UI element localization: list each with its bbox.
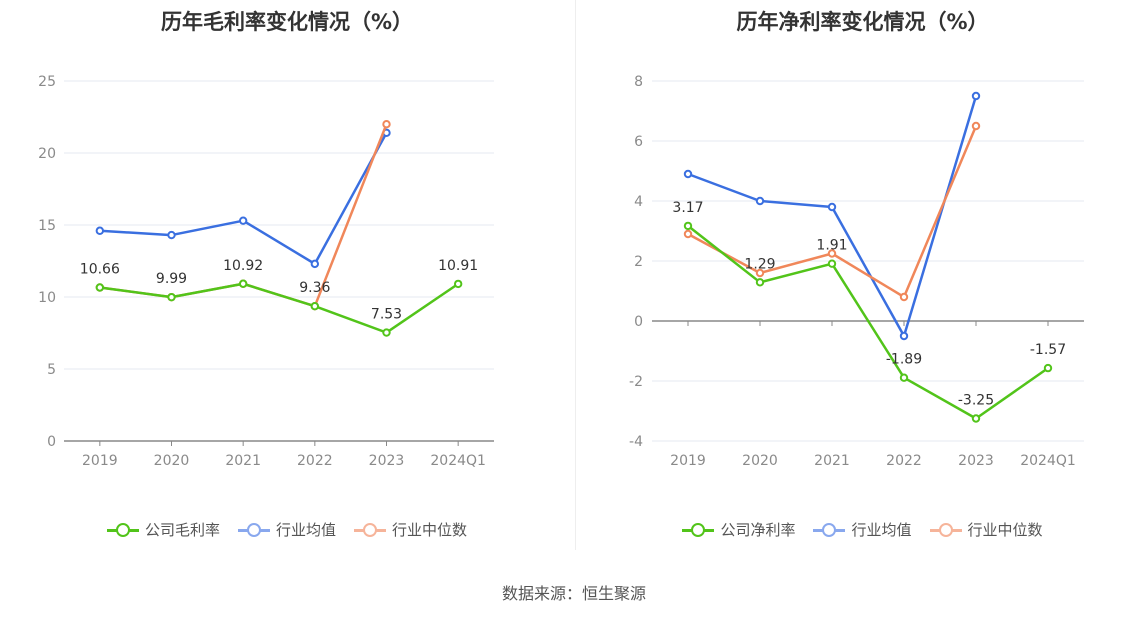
data-label: -3.25: [958, 393, 994, 409]
data-point-company[interactable]: [755, 278, 765, 287]
legend-label: 行业中位数: [967, 521, 1043, 539]
series-line-median: [99, 123, 388, 308]
data-point-average[interactable]: [971, 91, 981, 101]
data-label: 9.36: [299, 280, 330, 296]
y-tick-label: 6: [634, 134, 643, 150]
panel-divider: [575, 0, 576, 550]
x-tick-label: 2022: [886, 453, 922, 469]
legend-item-average[interactable]: 行业均值: [813, 519, 912, 540]
legend-label: 行业均值: [851, 521, 912, 539]
data-point-company[interactable]: [167, 292, 176, 302]
x-tick-label: 2024Q1: [430, 453, 486, 469]
x-tick-label: 2020: [154, 453, 190, 469]
legend-label: 公司净利率: [720, 521, 796, 539]
data-point-average[interactable]: [310, 259, 320, 269]
x-tick-label: 2023: [958, 453, 994, 469]
data-label: 10.92: [223, 258, 263, 274]
y-tick-label: 5: [47, 362, 56, 378]
x-tick-label: 2022: [297, 453, 333, 469]
data-point-median[interactable]: [827, 249, 837, 258]
legend: 公司净利率 行业均值 行业中位数: [577, 519, 1148, 540]
data-point-company[interactable]: [238, 279, 248, 288]
data-point-company[interactable]: [310, 302, 320, 311]
y-tick-label: 15: [38, 218, 56, 234]
data-point-company[interactable]: [453, 279, 463, 289]
series-line-company: [687, 224, 1049, 420]
net-margin-chart: 历年净利率变化情况（%） -4 -2 0 2 4 6 8 2019 2020 2021 2022 20…: [577, 0, 1148, 560]
series-line-company: [99, 282, 459, 334]
data-label: -1.89: [886, 352, 922, 368]
legend-label: 行业中位数: [392, 521, 468, 539]
legend-swatch-company: [682, 522, 715, 537]
data-label: 1.29: [744, 256, 775, 272]
x-tick-label: 2019: [670, 453, 706, 469]
y-tick-label: 0: [47, 434, 56, 450]
data-label: -1.57: [1030, 342, 1066, 358]
data-point-company[interactable]: [382, 328, 391, 337]
data-label: 10.66: [80, 261, 120, 277]
legend-swatch-company: [106, 522, 139, 537]
y-tick-label: 10: [38, 290, 56, 306]
y-tick-label: 25: [38, 74, 56, 90]
x-tick-label: 2020: [742, 453, 778, 469]
x-tick-label: 2021: [814, 453, 850, 469]
data-point-company[interactable]: [1043, 363, 1053, 373]
legend-label: 行业均值: [275, 521, 336, 539]
data-point-median[interactable]: [683, 229, 693, 239]
x-tick-label: 2024Q1: [1020, 453, 1076, 469]
legend-swatch-median: [929, 522, 962, 537]
data-point-average[interactable]: [167, 230, 176, 240]
data-point-company[interactable]: [95, 283, 105, 292]
x-tick-label: 2019: [82, 453, 118, 469]
data-point-company[interactable]: [827, 259, 837, 268]
y-tick-label: -2: [629, 374, 643, 390]
legend-swatch-median: [354, 522, 386, 537]
data-label: 9.99: [156, 271, 187, 287]
legend-item-company[interactable]: 公司毛利率: [106, 519, 220, 540]
gross-margin-plot: 0 5 10 15 20 25 2019 2020 2021 2022 2023 2024Q1 10.6…: [38, 74, 494, 469]
data-point-average[interactable]: [683, 169, 693, 179]
data-point-average[interactable]: [95, 226, 105, 235]
data-point-median[interactable]: [899, 292, 909, 302]
data-point-average[interactable]: [755, 196, 765, 206]
series-line-median: [687, 125, 978, 299]
chart-title: 历年毛利率变化情况（%）: [160, 10, 414, 34]
y-tick-label: 0: [634, 314, 643, 330]
data-point-average[interactable]: [827, 202, 837, 212]
legend-swatch-average: [813, 522, 846, 537]
net-margin-plot: -4 -2 0 2 4 6 8 2019 2020 2021 2022 2023 2024Q1 3.17 1…: [629, 74, 1084, 469]
series-line-average: [99, 132, 388, 266]
y-tick-label: 20: [38, 146, 56, 162]
legend: 公司毛利率 行业均值 行业中位数: [0, 519, 574, 540]
data-point-median[interactable]: [755, 268, 765, 278]
data-label: 10.91: [438, 258, 478, 274]
legend-label: 公司毛利率: [144, 521, 220, 539]
x-tick-label: 2021: [225, 453, 261, 469]
series-line-average: [687, 95, 978, 338]
y-tick-label: 4: [634, 194, 643, 210]
data-point-median[interactable]: [971, 121, 981, 131]
y-tick-label: 2: [634, 254, 643, 270]
legend-item-company[interactable]: 公司净利率: [682, 519, 795, 540]
data-point-company[interactable]: [899, 373, 909, 382]
legend-item-median[interactable]: 行业中位数: [929, 519, 1043, 540]
gross-margin-chart: 历年毛利率变化情况（%） 0 5 10 15 20 25 2019 2020 2021 2022 2…: [0, 0, 574, 560]
x-tick-label: 2023: [369, 453, 405, 469]
data-point-company[interactable]: [683, 221, 693, 231]
y-tick-label: -4: [629, 434, 643, 450]
chart-title: 历年净利率变化情况（%）: [736, 10, 989, 34]
data-point-average[interactable]: [899, 331, 909, 341]
legend-item-average[interactable]: 行业均值: [237, 519, 336, 540]
data-label: 1.91: [816, 238, 847, 254]
data-point-average[interactable]: [238, 216, 248, 225]
data-label: 7.53: [371, 307, 402, 323]
data-label: 3.17: [672, 200, 703, 216]
legend-swatch-average: [237, 522, 270, 537]
data-point-company[interactable]: [971, 414, 981, 423]
data-point-median[interactable]: [382, 120, 391, 129]
y-tick-label: 8: [634, 74, 643, 90]
legend-item-median[interactable]: 行业中位数: [354, 519, 467, 540]
data-source: 数据来源：恒生聚源: [501, 584, 646, 603]
